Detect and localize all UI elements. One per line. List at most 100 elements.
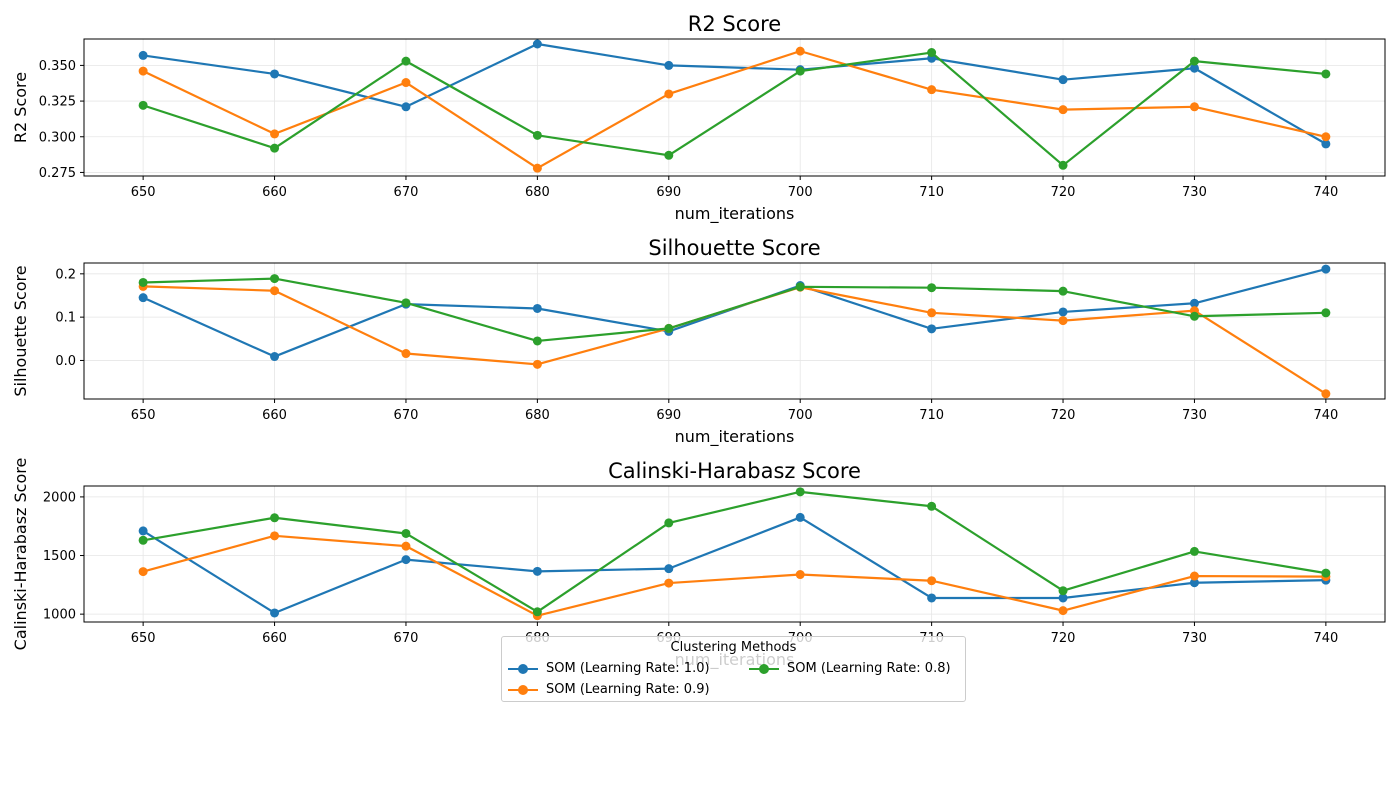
data-point [1189,56,1199,66]
data-point [270,352,280,362]
data-point [532,359,542,369]
y-tick-label: 2000 [43,490,76,505]
data-point [1189,298,1199,308]
data-point [927,593,937,603]
legend-swatch-series-1 [508,662,538,676]
data-point [1321,264,1331,274]
chart-panel-2: 650 660 670 680 690 700 710 720 730 740 0.0 0.1 0.2 S… [11,236,1386,447]
x-tick-label: 700 [788,185,813,200]
data-point [1058,286,1068,296]
data-point [1321,132,1331,142]
data-point [1058,316,1068,326]
x-tick-label: 670 [394,631,419,646]
data-point [270,143,280,153]
data-point [532,607,542,617]
data-point [1189,578,1199,588]
x-tick-label: 700 [788,408,813,423]
legend-label-series-3: SOM (Learning Rate: 0.8) [787,661,951,676]
data-point [1058,160,1068,170]
legend-title: Clustering Methods [670,640,797,655]
x-tick-label: 740 [1313,631,1338,646]
data-point [401,555,411,565]
data-point [795,512,805,522]
data-point [664,518,674,528]
data-point [270,513,280,523]
y-tick-label: 0.2 [55,267,76,282]
data-point [927,48,937,58]
y-tick-label: 0.1 [55,311,76,326]
y-tick-label: 0.300 [39,130,76,145]
x-tick-label: 690 [656,185,681,200]
x-tick-label: 740 [1313,408,1338,423]
x-tick-label: 670 [394,185,419,200]
data-point [270,129,280,139]
chart-title: Silhouette Score [648,236,820,260]
data-point [927,283,937,293]
data-point [138,535,148,545]
x-tick-label: 740 [1313,185,1338,200]
x-tick-label: 680 [525,185,550,200]
axes-frame [83,485,1386,623]
data-point [401,102,411,112]
data-point [795,570,805,580]
data-point [927,85,937,95]
data-point [795,282,805,292]
x-tick-label: 690 [656,408,681,423]
series-line-3 [142,490,1327,613]
data-point [532,130,542,140]
axes-frame [83,262,1386,400]
x-axis-label: num_iterations [675,204,795,224]
x-tick-label: 710 [919,408,944,423]
series-line-2 [143,285,1327,395]
data-point [1189,311,1199,321]
data-point [270,69,280,79]
data-point [138,100,148,110]
legend-entry-series-2: SOM (Learning Rate: 0.9) [508,682,710,697]
data-point [270,286,280,296]
chart-title: R2 Score [688,12,781,36]
y-tick-label: 0.325 [39,95,76,110]
x-tick-label: 730 [1182,408,1207,423]
series-line-1 [142,42,1327,145]
axes-frame [83,38,1386,177]
legend-swatch-series-3 [749,662,779,676]
y-tick-label: 0.275 [39,166,76,181]
data-point [401,528,411,538]
data-point [401,78,411,88]
data-point [927,576,937,586]
x-axis-label: num_iterations [675,427,795,447]
y-tick-label: 1500 [43,549,76,564]
data-point [1321,139,1331,149]
series-line-2 [142,534,1326,617]
legend-swatch-series-2 [508,683,538,697]
data-point [138,526,148,536]
data-point [532,39,542,49]
data-point [532,163,542,173]
x-tick-label: 730 [1182,185,1207,200]
y-tick-label: 0.0 [55,354,76,369]
data-point [1058,586,1068,596]
x-tick-label: 720 [1051,631,1076,646]
data-point [664,60,674,70]
data-point [270,274,280,284]
data-point [270,608,280,618]
x-tick-label: 660 [262,631,287,646]
data-point [401,541,411,551]
data-point [532,336,542,346]
data-point [795,46,805,56]
chart-title: Calinski-Harabasz Score [608,459,861,483]
data-point [1058,75,1068,85]
data-point [1058,606,1068,616]
y-axis-label: R2 Score [11,72,30,143]
data-point [1189,546,1199,556]
data-point [664,89,674,99]
y-axis-label: Calinski-Harabasz Score [11,458,30,651]
data-point [401,56,411,66]
series-line-2 [142,50,1327,170]
data-point [795,66,805,76]
data-point [1321,69,1331,79]
data-point [1321,389,1331,399]
x-tick-label: 650 [131,631,156,646]
x-tick-label: 720 [1051,408,1076,423]
